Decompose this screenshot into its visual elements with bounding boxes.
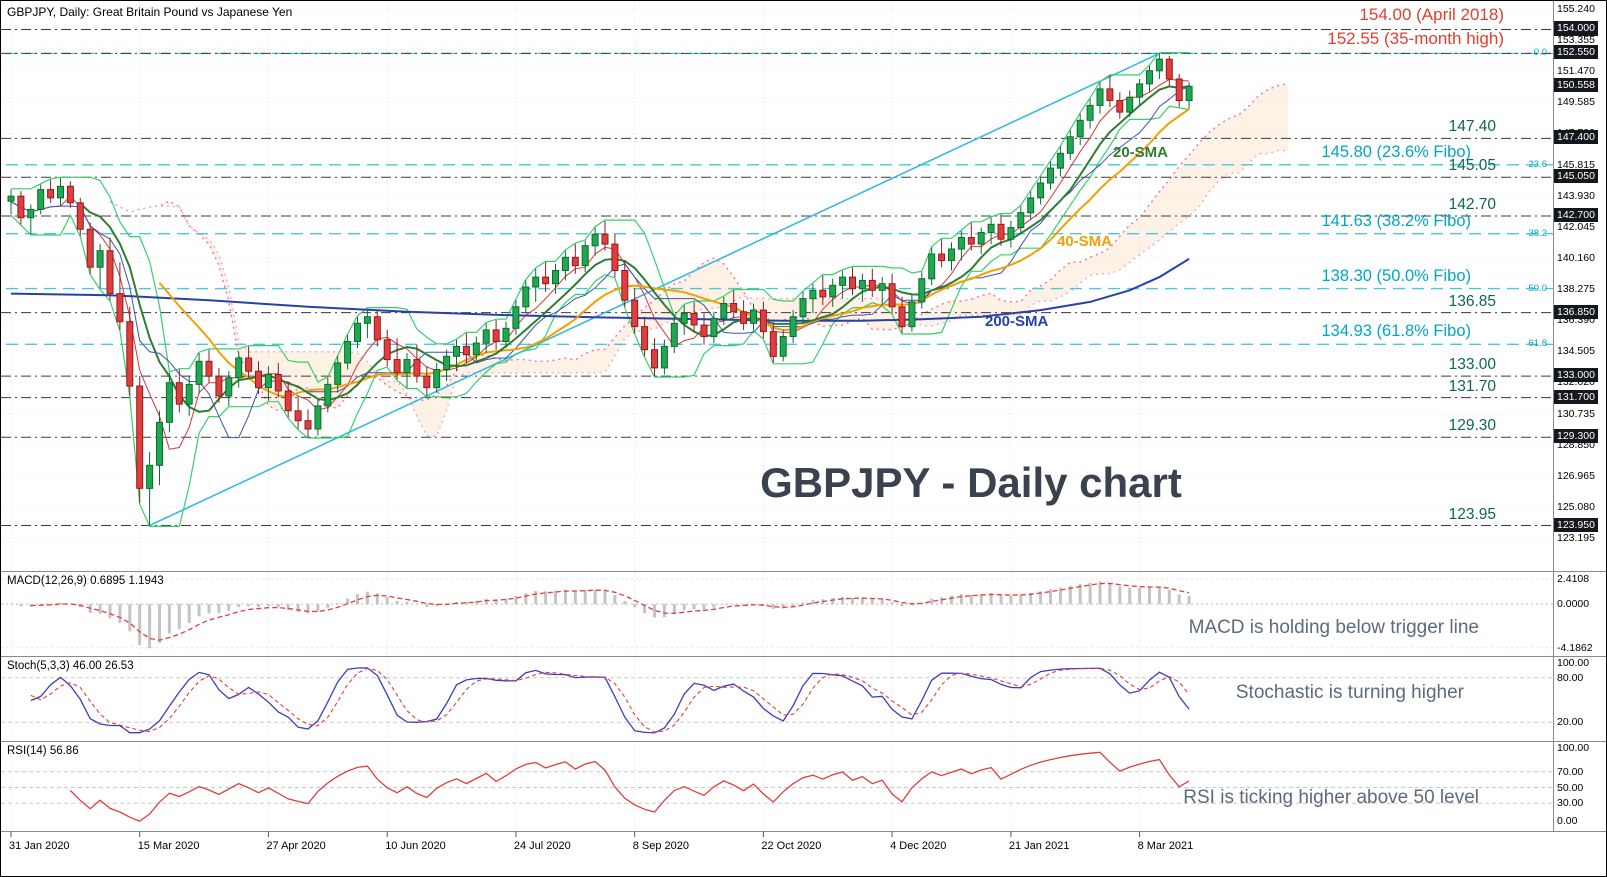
sma40-label: 40-SMA	[1057, 233, 1113, 250]
chart-title: GBPJPY, Daily: Great Britain Pound vs Ja…	[7, 5, 293, 19]
frame-layer	[1, 1, 1606, 837]
sma200-label: 200-SMA	[985, 313, 1049, 330]
rsi-annotation: RSI is ticking higher above 50 level	[1183, 787, 1479, 808]
stoch-annotation: Stochastic is turning higher	[1235, 682, 1464, 703]
price-panel	[1, 29, 1553, 528]
macd-annotation: MACD is holding below trigger line	[1188, 617, 1479, 638]
watermark: GBPJPY - Daily chart	[760, 459, 1182, 506]
rsi-panel	[1, 751, 1553, 822]
macd-panel-label: MACD(12,26,9) 0.6895 1.1943	[7, 575, 164, 587]
stoch-panel-label: Stoch(5,3,3) 46.00 26.53	[7, 660, 134, 672]
sma20-label: 20-SMA	[1113, 144, 1169, 161]
stoch-panel	[1, 667, 1553, 734]
rsi-panel-label: RSI(14) 56.86	[7, 745, 79, 757]
grid-layer	[1, 1, 1553, 831]
macd-panel	[1, 578, 1553, 649]
